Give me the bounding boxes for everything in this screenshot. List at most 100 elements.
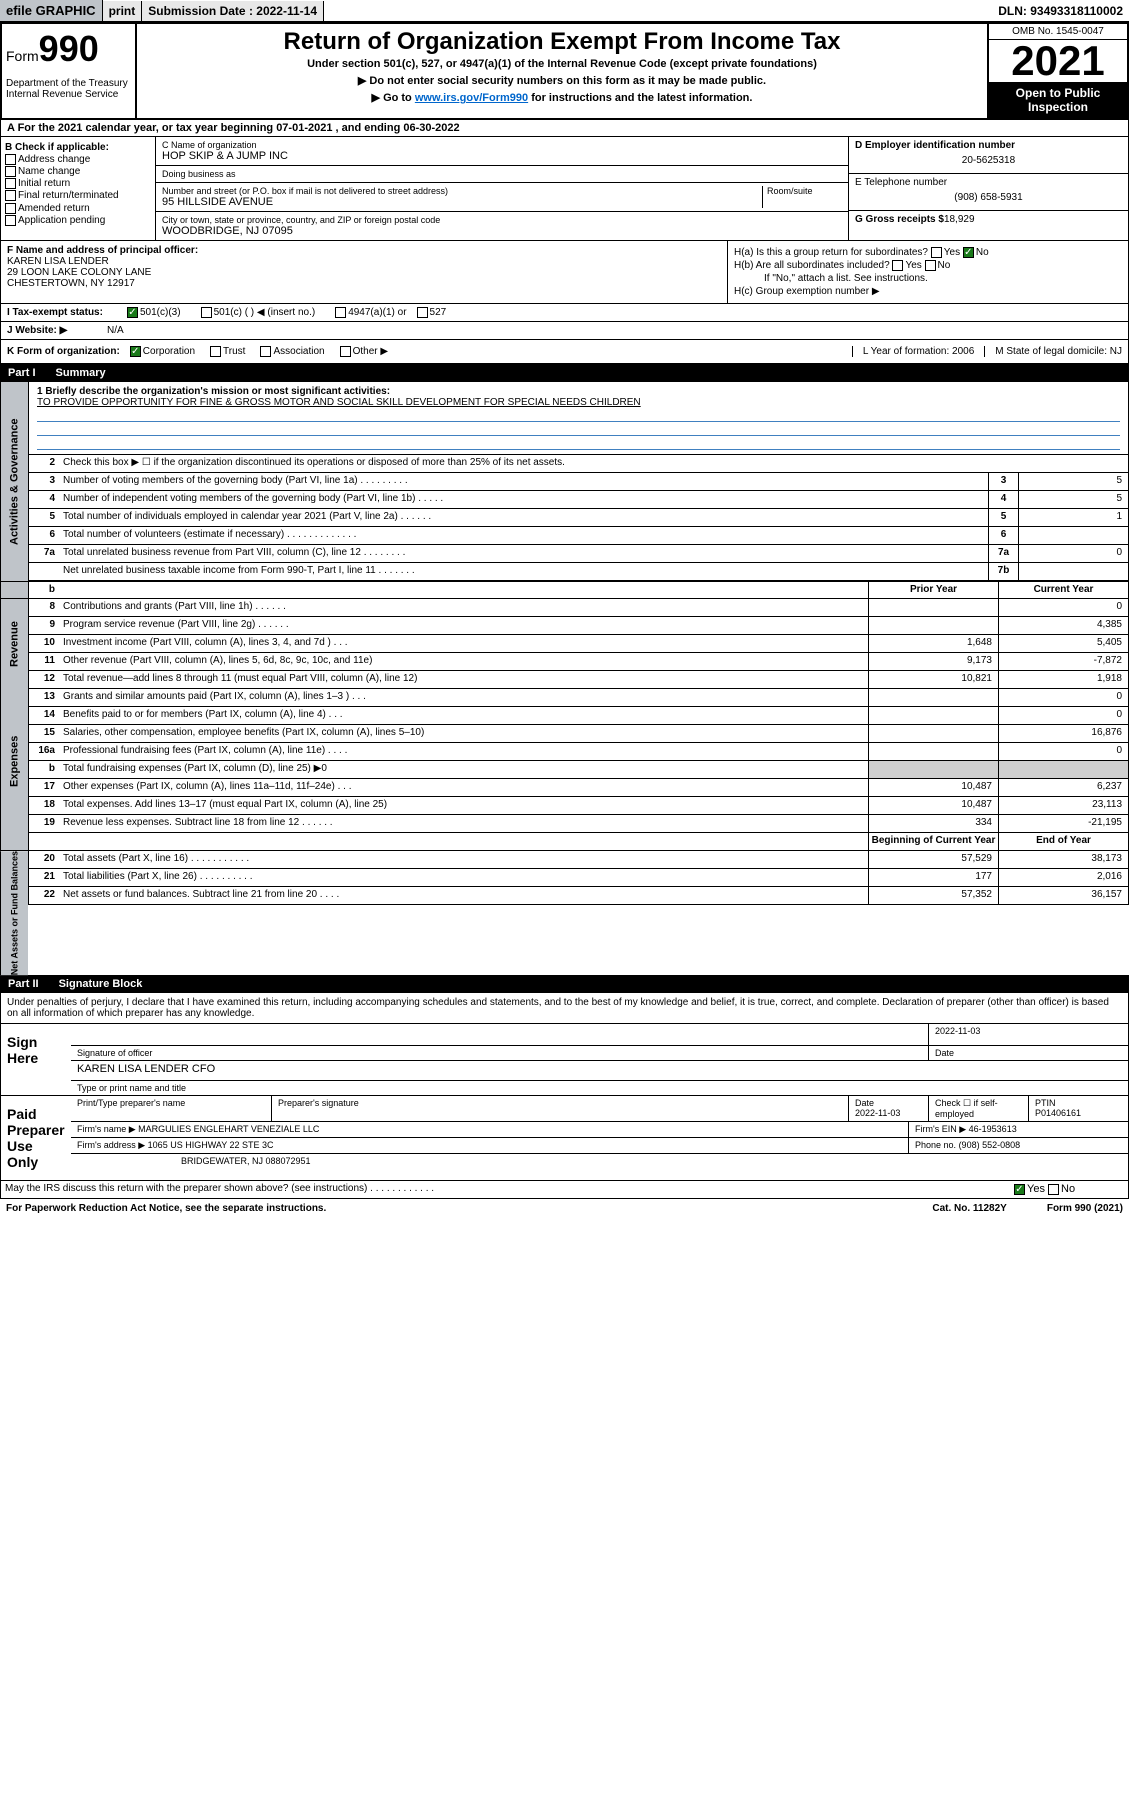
form-note1: ▶ Do not enter social security numbers o… xyxy=(145,74,979,87)
line-3-num: 3 xyxy=(988,473,1018,490)
section-bcde: B Check if applicable: Address change Na… xyxy=(0,137,1129,241)
line-5-num: 5 xyxy=(988,509,1018,526)
chk-pending[interactable]: Application pending xyxy=(5,215,151,226)
discuss-row: May the IRS discuss this return with the… xyxy=(0,1181,1129,1199)
addr-label: Number and street (or P.O. box if mail i… xyxy=(162,186,762,196)
firm-name: MARGULIES ENGLEHART VENEZIALE LLC xyxy=(138,1124,319,1134)
ptin-value: P01406161 xyxy=(1035,1108,1122,1118)
col-curr-hdr: Current Year xyxy=(998,582,1128,598)
line-4-text: Number of independent voting members of … xyxy=(59,491,988,508)
line-6-num: 6 xyxy=(988,527,1018,544)
line-13-prior xyxy=(868,689,998,706)
line-b-text: Total fundraising expenses (Part IX, col… xyxy=(59,761,868,778)
chk-corp xyxy=(130,346,141,357)
line-22-text: Net assets or fund balances. Subtract li… xyxy=(59,887,868,904)
line-16a-text: Professional fundraising fees (Part IX, … xyxy=(59,743,868,760)
form-number: Form990 xyxy=(6,28,131,70)
row-a-taxyear: A For the 2021 calendar year, or tax yea… xyxy=(0,120,1129,137)
line-17-curr: 6,237 xyxy=(998,779,1128,796)
side-netassets: Net Assets or Fund Balances xyxy=(0,851,28,975)
line-7b-text: Net unrelated business taxable income fr… xyxy=(59,563,988,580)
line-9-curr: 4,385 xyxy=(998,617,1128,634)
city-value: WOODBRIDGE, NJ 07095 xyxy=(162,225,842,237)
line-b-prior xyxy=(868,761,998,778)
line-10-prior: 1,648 xyxy=(868,635,998,652)
self-emp-label: Check ☐ if self-employed xyxy=(928,1096,1028,1121)
hc-label: H(c) Group exemption number ▶ xyxy=(734,286,1122,297)
line-21-text: Total liabilities (Part X, line 26) . . … xyxy=(59,869,868,886)
top-bar: efile GRAPHIC print Submission Date : 20… xyxy=(0,0,1129,22)
line-4-num: 4 xyxy=(988,491,1018,508)
hb-note: If "No," attach a list. See instructions… xyxy=(734,273,1122,284)
line-10-curr: 5,405 xyxy=(998,635,1128,652)
org-name-label: C Name of organization xyxy=(162,140,842,150)
ein-label: D Employer identification number xyxy=(855,140,1122,151)
line-18-curr: 23,113 xyxy=(998,797,1128,814)
dept-label: Department of the Treasury Internal Reve… xyxy=(6,78,131,100)
ha-label: H(a) Is this a group return for subordin… xyxy=(734,247,928,258)
sign-here-block: Sign Here 2022-11-03 Signature of office… xyxy=(0,1024,1129,1096)
col-c-orginfo: C Name of organizationHOP SKIP & A JUMP … xyxy=(156,137,848,240)
part2-header: Part II Signature Block xyxy=(0,975,1129,993)
name-title-label: Type or print name and title xyxy=(71,1081,192,1095)
chk-initial[interactable]: Initial return xyxy=(5,178,151,189)
chk-address[interactable]: Address change xyxy=(5,154,151,165)
k-label: K Form of organization: xyxy=(7,346,120,357)
i-label: I Tax-exempt status: xyxy=(7,307,127,318)
line-4-val: 5 xyxy=(1018,491,1128,508)
line-7a-num: 7a xyxy=(988,545,1018,562)
prep-date: 2022-11-03 xyxy=(855,1108,922,1118)
line-5-val: 1 xyxy=(1018,509,1128,526)
line-18-text: Total expenses. Add lines 13–17 (must eq… xyxy=(59,797,868,814)
org-name: HOP SKIP & A JUMP INC xyxy=(162,150,842,162)
line-18-prior: 10,487 xyxy=(868,797,998,814)
irs-link[interactable]: www.irs.gov/Form990 xyxy=(415,92,528,104)
section-fh: F Name and address of principal officer:… xyxy=(0,241,1129,304)
line-13-text: Grants and similar amounts paid (Part IX… xyxy=(59,689,868,706)
line-11-text: Other revenue (Part VIII, column (A), li… xyxy=(59,653,868,670)
row-k-formorg: K Form of organization: Corporation Trus… xyxy=(0,340,1129,364)
paid-prep-label: Paid Preparer Use Only xyxy=(1,1096,71,1180)
prep-name-label: Print/Type preparer's name xyxy=(71,1096,271,1121)
line-7b-num: 7b xyxy=(988,563,1018,580)
addr-value: 95 HILLSIDE AVENUE xyxy=(162,196,762,208)
chk-amended[interactable]: Amended return xyxy=(5,203,151,214)
j-label: J Website: ▶ xyxy=(7,325,107,336)
line-13-curr: 0 xyxy=(998,689,1128,706)
mission-text: TO PROVIDE OPPORTUNITY FOR FINE & GROSS … xyxy=(37,397,1120,408)
line-15-text: Salaries, other compensation, employee b… xyxy=(59,725,868,742)
line-19-curr: -21,195 xyxy=(998,815,1128,832)
prep-sig-label: Preparer's signature xyxy=(271,1096,848,1121)
j-value: N/A xyxy=(107,325,124,336)
submission-date-button[interactable]: Submission Date : 2022-11-14 xyxy=(142,1,324,21)
line-14-text: Benefits paid to or for members (Part IX… xyxy=(59,707,868,724)
col-f-officer: F Name and address of principal officer:… xyxy=(1,241,728,303)
room-label: Room/suite xyxy=(767,186,842,196)
m-state: M State of legal domicile: NJ xyxy=(984,346,1122,357)
line-3-val: 5 xyxy=(1018,473,1128,490)
officer-name: KAREN LISA LENDER xyxy=(7,256,721,267)
row-i-taxstatus: I Tax-exempt status: 501(c)(3) 501(c) ( … xyxy=(0,304,1129,322)
chk-final[interactable]: Final return/terminated xyxy=(5,190,151,201)
discuss-yes xyxy=(1014,1184,1025,1195)
line-9-prior xyxy=(868,617,998,634)
line-8-text: Contributions and grants (Part VIII, lin… xyxy=(59,599,868,616)
line-22-prior: 57,352 xyxy=(868,887,998,904)
col-prior-hdr: Prior Year xyxy=(868,582,998,598)
col-b-header: B Check if applicable: xyxy=(5,142,151,153)
chk-name[interactable]: Name change xyxy=(5,166,151,177)
dba-label: Doing business as xyxy=(162,169,842,179)
phone-label: E Telephone number xyxy=(855,177,1122,188)
line-7a-val: 0 xyxy=(1018,545,1128,562)
phone-value: (908) 658-5931 xyxy=(855,188,1122,207)
line-3-text: Number of voting members of the governin… xyxy=(59,473,988,490)
print-button[interactable]: print xyxy=(103,1,143,21)
line-12-prior: 10,821 xyxy=(868,671,998,688)
line-7a-text: Total unrelated business revenue from Pa… xyxy=(59,545,988,562)
open-public-badge: Open to Public Inspection xyxy=(989,82,1127,118)
line-16a-curr: 0 xyxy=(998,743,1128,760)
sign-here-label: Sign Here xyxy=(1,1024,71,1095)
line-8-prior xyxy=(868,599,998,616)
line-15-prior xyxy=(868,725,998,742)
line-17-prior: 10,487 xyxy=(868,779,998,796)
